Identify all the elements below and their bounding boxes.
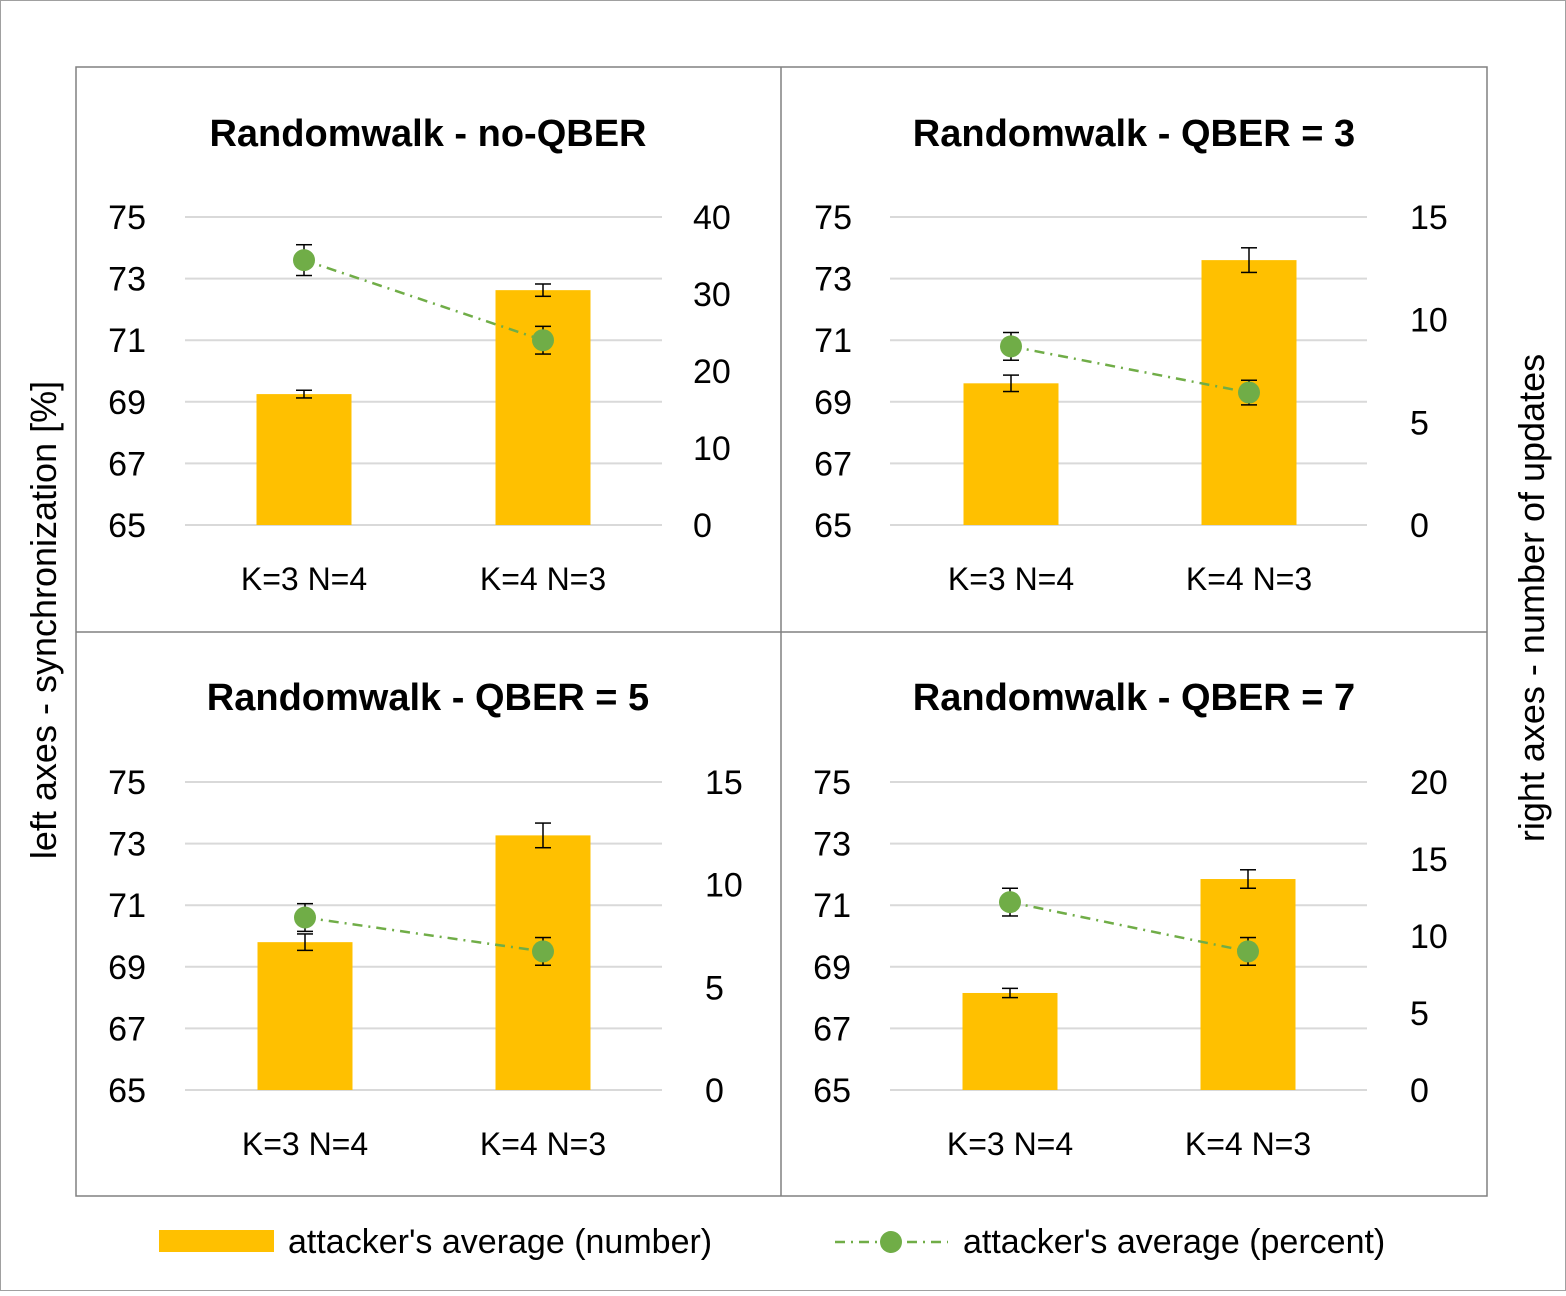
left-tick-label: 71	[813, 887, 851, 925]
right-tick-label: 40	[693, 199, 731, 237]
bar	[256, 394, 352, 525]
bar	[257, 942, 353, 1090]
left-tick-label: 69	[108, 384, 146, 422]
left-tick-label: 73	[814, 261, 852, 299]
right-tick-label: 10	[693, 430, 731, 468]
left-tick-label: 73	[108, 826, 146, 864]
data-point	[1237, 940, 1259, 963]
left-tick-label: 73	[813, 826, 851, 864]
legend-bar-label: attacker's average (number)	[288, 1223, 712, 1261]
legend-line-marker	[880, 1231, 902, 1253]
right-tick-label: 30	[693, 276, 731, 314]
panel-title: Randomwalk - QBER = 3	[913, 113, 1355, 155]
panel-1: Randomwalk - no-QBER 65 67 69 71 73 75 0 10 20 30 4…	[108, 113, 731, 597]
panel-title: Randomwalk - QBER = 5	[207, 677, 649, 719]
category-label: K=3 N=4	[241, 561, 367, 597]
category-label: K=3 N=4	[947, 1126, 1073, 1162]
left-tick-label: 69	[814, 384, 852, 422]
panel-4: Randomwalk - QBER = 7 65 67 69 71 73 75 0 5 10 15 2…	[813, 677, 1448, 1162]
left-tick-label: 71	[108, 887, 146, 925]
right-tick-label: 20	[1410, 764, 1448, 802]
data-point	[1000, 335, 1022, 358]
left-tick-label: 65	[813, 1072, 851, 1110]
category-label: K=4 N=3	[480, 1126, 606, 1162]
right-tick-label: 0	[1410, 1072, 1429, 1110]
category-label: K=4 N=3	[1186, 561, 1312, 597]
category-label: K=3 N=4	[242, 1126, 368, 1162]
panel-title: Randomwalk - QBER = 7	[913, 677, 1355, 719]
right-tick-label: 20	[693, 353, 731, 391]
data-point	[293, 249, 315, 272]
series-line	[1009, 900, 1249, 953]
category-label: K=4 N=3	[480, 561, 606, 597]
left-tick-label: 67	[813, 1010, 851, 1048]
bar	[962, 992, 1058, 1090]
left-axis-label: left axes - synchronization [%]	[23, 381, 64, 859]
panel-3: Randomwalk - QBER = 5 65 67 69 71 73 75 0 5 10 15 K…	[108, 677, 743, 1162]
right-tick-label: 5	[1410, 995, 1429, 1033]
bar	[495, 290, 591, 525]
right-tick-label: 0	[1410, 507, 1429, 545]
left-tick-label: 65	[814, 507, 852, 545]
left-tick-label: 73	[108, 261, 146, 299]
data-point	[294, 906, 316, 929]
left-tick-label: 67	[108, 445, 146, 483]
series-line	[1010, 345, 1250, 394]
panel-2: Randomwalk - QBER = 3 65 67 69 71 73 75 0 5 10 15 K…	[814, 113, 1448, 597]
data-point	[532, 940, 554, 963]
right-tick-label: 15	[705, 764, 743, 802]
bar	[963, 383, 1059, 525]
left-tick-label: 65	[108, 507, 146, 545]
panels-layer: Randomwalk - no-QBER 65 67 69 71 73 75 0 10 20 30 4…	[108, 113, 1448, 1162]
category-label: K=4 N=3	[1185, 1126, 1311, 1162]
right-tick-label: 10	[1410, 918, 1448, 956]
left-tick-label: 69	[813, 949, 851, 987]
left-tick-label: 71	[108, 322, 146, 360]
legend-line-label: attacker's average (percent)	[963, 1223, 1385, 1261]
data-point	[999, 891, 1021, 914]
right-tick-label: 0	[693, 507, 712, 545]
left-tick-label: 67	[108, 1010, 146, 1048]
right-tick-label: 5	[705, 969, 724, 1007]
left-tick-label: 75	[814, 199, 852, 237]
series-line	[303, 258, 544, 342]
category-label: K=3 N=4	[948, 561, 1074, 597]
data-point	[1238, 381, 1260, 404]
right-tick-label: 15	[1410, 199, 1448, 237]
right-tick-label: 10	[705, 867, 743, 905]
right-tick-label: 0	[705, 1072, 724, 1110]
legend: attacker's average (number) attacker's a…	[159, 1223, 1385, 1261]
legend-bar-swatch	[159, 1230, 274, 1252]
left-tick-label: 69	[108, 949, 146, 987]
right-tick-label: 10	[1410, 302, 1448, 340]
series-line	[304, 916, 544, 953]
left-tick-label: 67	[814, 445, 852, 483]
left-tick-label: 71	[814, 322, 852, 360]
right-tick-label: 15	[1410, 841, 1448, 879]
right-axis-label: right axes - number of updates	[1511, 354, 1552, 842]
left-tick-label: 65	[108, 1072, 146, 1110]
data-point	[532, 329, 554, 352]
panel-title: Randomwalk - no-QBER	[209, 113, 646, 155]
bar	[1200, 879, 1296, 1090]
left-tick-label: 75	[813, 764, 851, 802]
left-tick-label: 75	[108, 199, 146, 237]
right-tick-label: 5	[1410, 404, 1429, 442]
left-tick-label: 75	[108, 764, 146, 802]
